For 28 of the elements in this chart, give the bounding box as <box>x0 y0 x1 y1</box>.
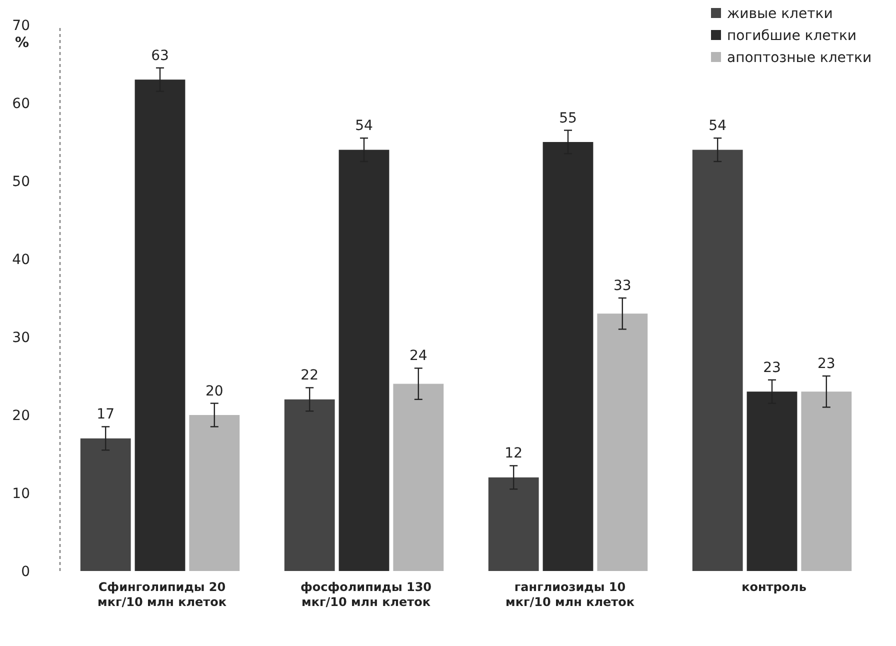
data-label: 22 <box>300 368 319 384</box>
y-tick-label: 10 <box>12 486 30 502</box>
x-tick-label: ганглиозиды 10 мкг/10 млн клеток <box>506 580 634 609</box>
x-tick-label: Сфинголипиды 20 мкг/10 млн клеток <box>98 580 226 609</box>
data-label: 55 <box>559 110 577 126</box>
y-tick-label: 30 <box>12 330 30 346</box>
data-label: 23 <box>763 360 781 376</box>
y-tick-label: 60 <box>12 96 30 112</box>
data-label: 17 <box>96 406 115 423</box>
data-label: 23 <box>817 356 836 372</box>
y-tick-label: 40 <box>12 252 30 268</box>
data-label: 54 <box>708 118 727 134</box>
data-label: 63 <box>151 48 169 64</box>
legend-label: живые клетки <box>727 6 833 22</box>
x-tick-label: контроль <box>742 580 807 594</box>
y-axis-title: % <box>15 35 30 51</box>
y-tick-label: 70 <box>12 18 30 34</box>
data-label: 24 <box>409 348 428 364</box>
data-label: 20 <box>205 383 224 400</box>
y-tick-label: 20 <box>12 408 30 424</box>
y-tick-label: 0 <box>21 564 30 580</box>
legend-label: апоптозные клетки <box>727 50 872 66</box>
legend-label: погибшие клетки <box>727 28 857 44</box>
x-tick-label: фосфолипиды 130 мкг/10 млн клеток <box>300 580 432 609</box>
y-tick-label: 50 <box>12 174 30 190</box>
data-label: 54 <box>355 118 373 134</box>
data-label: 12 <box>504 446 523 462</box>
data-label: 33 <box>613 278 632 294</box>
